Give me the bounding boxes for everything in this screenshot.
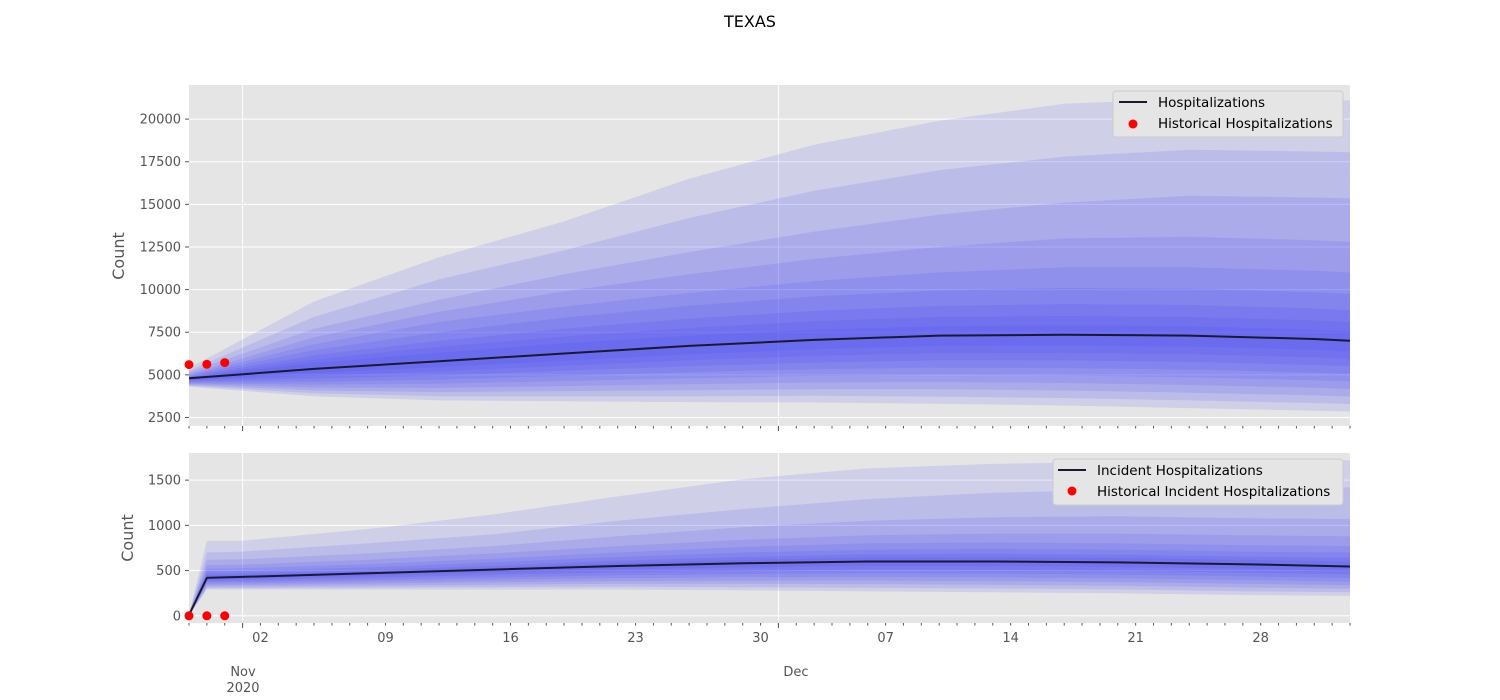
x-day-label: 28: [1252, 631, 1269, 646]
incident-hospitalizations-legend: Incident Hospitalizations Historical Inc…: [1052, 458, 1344, 506]
historical-point: [202, 359, 212, 369]
x-axis-day-labels: 02 09 16 23 30 07 14 21 28: [252, 631, 1269, 646]
uncertainty-band: [189, 316, 1350, 381]
hospitalizations-y-ticks: 2500 5000 7500 10000 12500 15000 17500 20000: [140, 113, 189, 426]
y-tick-label: 0: [173, 609, 181, 624]
x-day-label: 09: [377, 631, 394, 646]
hospitalizations-bands: [189, 98, 1350, 412]
x-day-label: 07: [877, 631, 894, 646]
uncertainty-band: [189, 548, 1350, 616]
figure-title: TEXAS: [723, 12, 776, 31]
y-tick-label: 1500: [148, 474, 181, 489]
y-tick-label: 5000: [148, 368, 181, 383]
uncertainty-band: [189, 98, 1350, 412]
y-tick-label: 7500: [148, 326, 181, 341]
x-day-label: 23: [627, 631, 644, 646]
historical-point: [202, 611, 212, 621]
incident-hospitalizations-median-line: [188, 560, 1351, 616]
y-tick-label: 10000: [140, 283, 181, 298]
y-tick-label: 12500: [140, 240, 181, 255]
y-tick-label: 20000: [140, 113, 181, 128]
incident-hospitalizations-historical-points: [184, 611, 230, 621]
uncertainty-band: [189, 325, 1350, 380]
y-tick-label: 17500: [140, 155, 181, 170]
legend-entry-historical-hospitalizations: Historical Hospitalizations: [1158, 116, 1333, 132]
hospitalizations-panel: 2500 5000 7500 10000 12500 15000 17500 20000 Co…: [109, 85, 1351, 431]
y-tick-label: 500: [156, 564, 181, 579]
historical-point: [220, 611, 230, 621]
hospitalizations-gridlines: [189, 85, 1350, 426]
uncertainty-band: [189, 487, 1350, 616]
hospitalizations-x-ticks: [188, 426, 1351, 431]
incident-hospitalizations-y-axis-label: Count: [118, 514, 137, 562]
x-day-label: 30: [752, 631, 769, 646]
uncertainty-band: [189, 267, 1350, 385]
x-day-label: 14: [1002, 631, 1019, 646]
legend-box: [1052, 458, 1344, 506]
hospitalizations-historical-points: [184, 358, 230, 370]
hospitalizations-plot-area: [189, 85, 1350, 426]
x-axis-month-labels: Nov 2020 Dec: [226, 665, 808, 696]
historical-point: [220, 358, 230, 368]
legend-entry-historical-incident-hospitalizations: Historical Incident Hospitalizations: [1097, 484, 1330, 500]
hospitalizations-y-axis-label: Count: [109, 232, 128, 280]
incident-hospitalizations-x-ticks: [188, 623, 1351, 628]
legend-dot-marker: [1067, 486, 1077, 496]
y-tick-label: 15000: [140, 198, 181, 213]
uncertainty-band: [189, 557, 1350, 615]
y-tick-label: 2500: [148, 411, 181, 426]
uncertainty-band: [189, 516, 1350, 616]
legend-entry-hospitalizations: Hospitalizations: [1158, 95, 1265, 111]
uncertainty-band: [189, 149, 1350, 404]
uncertainty-band: [189, 533, 1350, 616]
x-day-label: 16: [502, 631, 519, 646]
uncertainty-band: [189, 195, 1350, 397]
hospitalizations-legend: Hospitalizations Historical Hospitalizat…: [1112, 90, 1344, 138]
month-label-nov: Nov: [230, 665, 256, 680]
y-tick-label: 1000: [148, 519, 181, 534]
x-day-label: 02: [252, 631, 269, 646]
legend-dot-marker: [1128, 119, 1138, 129]
historical-point: [184, 360, 194, 370]
incident-hospitalizations-y-ticks: 0 500 1000 1500: [148, 474, 189, 624]
uncertainty-band: [189, 236, 1350, 389]
legend-entry-incident-hospitalizations: Incident Hospitalizations: [1097, 463, 1263, 479]
year-label-2020: 2020: [226, 681, 259, 696]
hospitalizations-median-line: [188, 333, 1351, 380]
incident-hospitalizations-panel: 0 500 1000 1500 Count Incident Hospitalizat…: [118, 453, 1351, 628]
uncertainty-band: [189, 542, 1350, 616]
month-label-dec: Dec: [783, 665, 808, 680]
legend-box: [1112, 90, 1344, 138]
x-day-label: 21: [1127, 631, 1144, 646]
